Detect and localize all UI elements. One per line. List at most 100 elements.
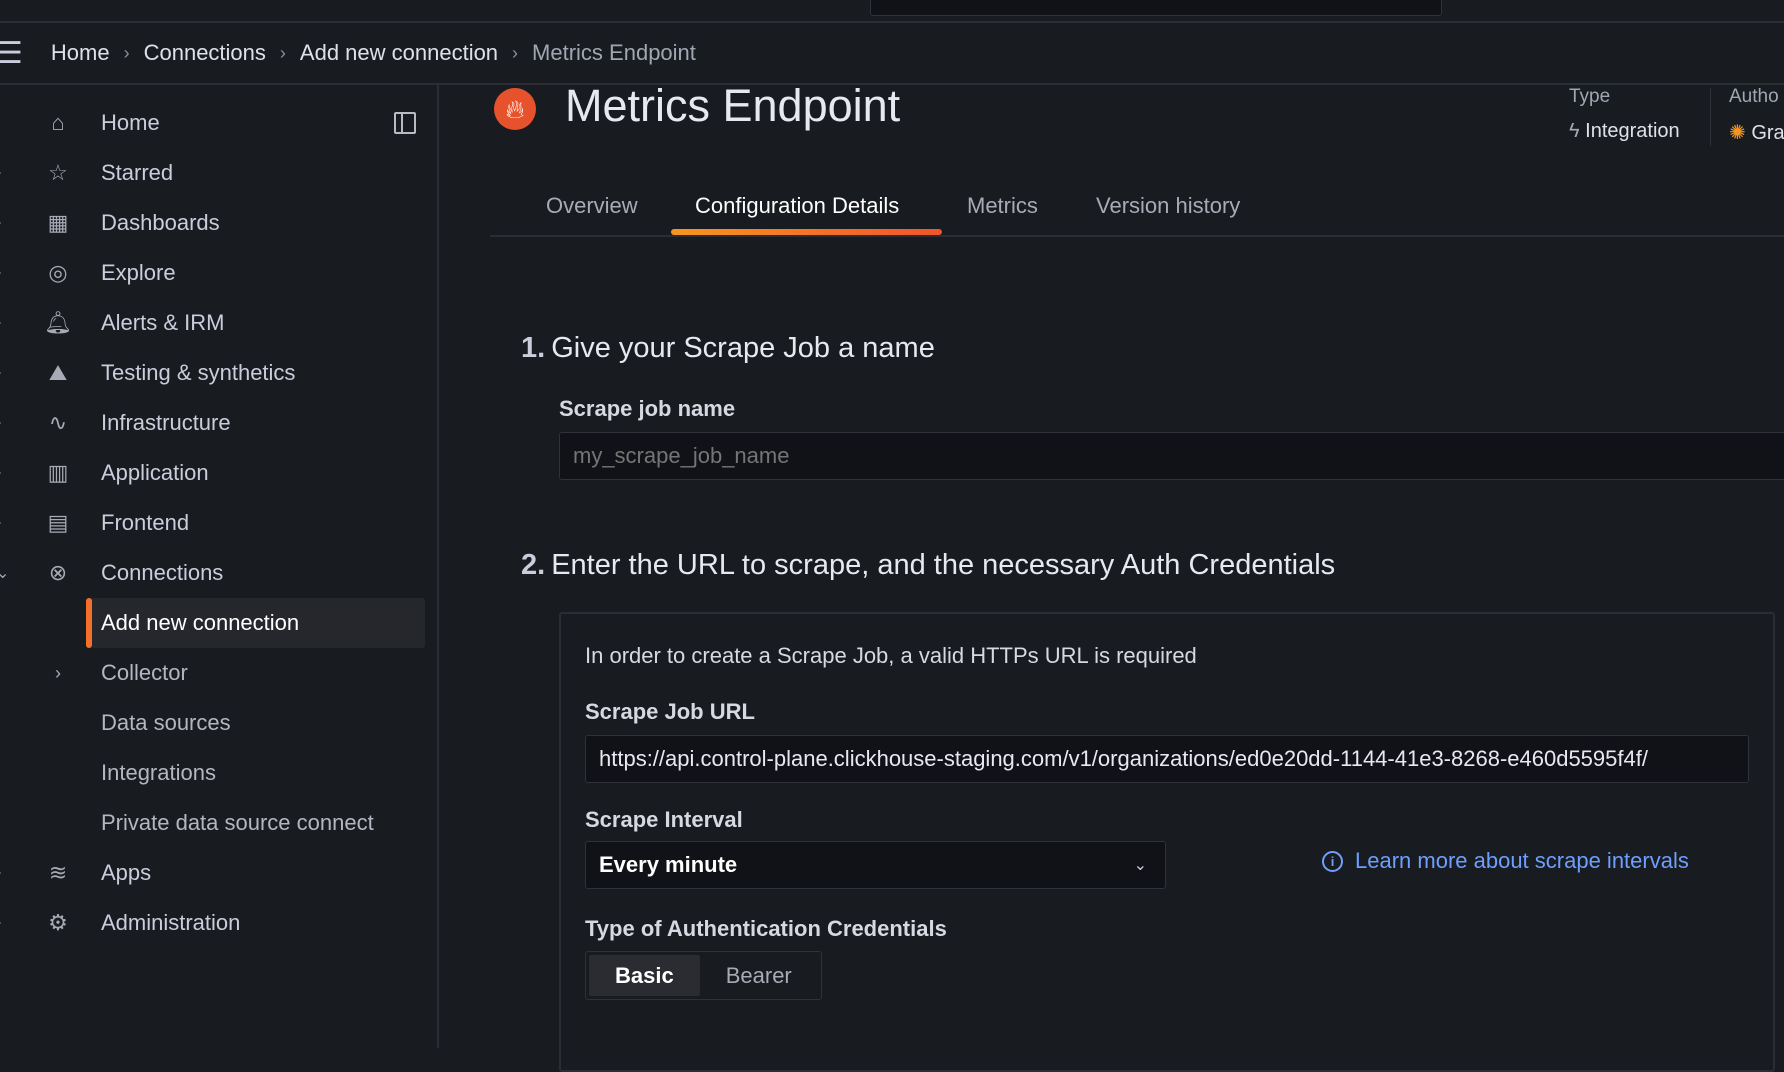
expand-chevron-icon[interactable]: › (0, 364, 1, 382)
expand-chevron-icon[interactable]: › (0, 464, 1, 482)
breadcrumb-home[interactable]: Home (50, 40, 110, 65)
sidebar-item-connections[interactable]: ⌄ ⊗ Connections (0, 548, 439, 598)
scrape-interval-select[interactable]: Every minute ⌄ (585, 841, 1166, 889)
sidebar-item-apps[interactable]: › ≋ Apps (0, 848, 439, 898)
sidebar-item-label: Private data source connect (101, 810, 374, 835)
sidebar-item-infrastructure[interactable]: › ∿ Infrastructure (0, 398, 439, 448)
info-icon: i (1322, 850, 1343, 872)
author-label: Autho (1729, 86, 1779, 107)
sidebar-item-collector[interactable]: › Collector (0, 648, 439, 698)
breadcrumb-connections[interactable]: Connections (143, 40, 266, 65)
sidebar-item-frontend[interactable]: › ▤ Frontend (0, 498, 439, 548)
auth-bearer-option[interactable]: Bearer (725, 962, 792, 988)
gear-icon: ⚙ (48, 910, 68, 935)
sidebar-item-add-new-connection[interactable]: Add new connection (86, 598, 425, 648)
sidebar-item-label: Infrastructure (101, 410, 231, 435)
tab-configuration-details[interactable]: Configuration Details (695, 193, 900, 218)
tab-bar: Overview Configuration Details Metrics V… (490, 185, 1784, 237)
author-value: ✺ Gra (1729, 120, 1784, 145)
sidebar-item-alerts-irm[interactable]: › 🔔︎ Alerts & IRM (0, 298, 439, 348)
chevron-right-icon[interactable]: › (55, 662, 61, 683)
sidebar-item-starred[interactable]: › ☆ Starred (0, 148, 439, 198)
sidebar-item-data-sources[interactable]: Data sources (0, 698, 439, 748)
step1-heading: 1. Give your Scrape Job a name (521, 332, 935, 365)
expand-chevron-icon[interactable]: › (0, 264, 1, 282)
sidebar: ⌂ Home › ☆ Starred › ▦ Dashboards › ◎ Explore › 🔔︎ Al… (0, 85, 439, 1048)
expand-chevron-icon[interactable]: › (0, 514, 1, 532)
breadcrumb-add-new-connection[interactable]: Add new connection (299, 40, 499, 65)
type-value: ϟ Integration (1569, 120, 1680, 143)
sidebar-item-label: Frontend (101, 510, 190, 535)
expand-chevron-icon[interactable]: › (0, 314, 1, 332)
breadcrumb-bar: ☰ Home › Connections › Add new connection ›… (0, 23, 1784, 85)
sidebar-item-dashboards[interactable]: › ▦ Dashboards (0, 198, 439, 248)
url-info-text: In order to create a Scrape Job, a valid… (585, 643, 1197, 668)
sidebar-item-label: Explore (101, 260, 176, 285)
scrape-job-name-input[interactable] (559, 432, 1784, 480)
scrape-interval-value: Every minute (599, 852, 738, 877)
chevron-right-icon: › (123, 42, 130, 63)
expand-chevron-icon[interactable]: › (0, 864, 1, 882)
layers-icon: ≋ (48, 860, 68, 885)
step2-number: 2. (521, 549, 546, 581)
sidebar-item-private-data-source-connect[interactable]: Private data source connect (0, 798, 439, 848)
sidebar-item-label: Testing & synthetics (101, 360, 296, 385)
heartbeat-icon: ∿ (48, 410, 68, 435)
sidebar-item-application[interactable]: › ▥ Application (0, 448, 439, 498)
prometheus-logo-icon: 🔥︎ (494, 88, 536, 130)
dashboards-icon: ▦ (47, 210, 69, 235)
sidebar-item-home[interactable]: ⌂ Home (0, 98, 439, 148)
sidebar-item-label: Application (101, 460, 209, 485)
menu-icon[interactable]: ☰ (0, 36, 23, 70)
page-title: Metrics Endpoint (565, 80, 901, 131)
tab-overview[interactable]: Overview (546, 193, 638, 218)
tab-version-history[interactable]: Version history (1096, 193, 1241, 218)
breadcrumb-current: Metrics Endpoint (532, 40, 696, 65)
active-tab-indicator (671, 229, 942, 235)
expand-chevron-icon[interactable]: › (0, 414, 1, 432)
type-value-text: Integration (1585, 120, 1680, 142)
expand-chevron-icon[interactable]: › (0, 214, 1, 232)
sidebar-item-label: Apps (101, 860, 152, 885)
expand-chevron-icon[interactable]: › (0, 164, 1, 182)
step2-heading: 2. Enter the URL to scrape, and the neces… (521, 549, 1335, 582)
sidebar-item-label: Data sources (101, 710, 231, 735)
expand-chevron-icon[interactable]: ⌄ (0, 565, 10, 582)
scrape-job-url-label: Scrape Job URL (585, 699, 755, 724)
auth-type-selector: Basic Bearer (585, 951, 822, 1000)
star-icon: ☆ (48, 160, 68, 185)
connections-icon: ⊗ (48, 560, 68, 585)
chevron-down-icon: ⌄ (1133, 857, 1147, 874)
grafana-logo-icon: ✺ (1729, 122, 1752, 144)
type-label: Type (1569, 86, 1611, 107)
sidebar-item-label: Home (101, 110, 160, 135)
dock-menu-icon[interactable] (394, 112, 416, 134)
step2-title: Enter the URL to scrape, and the necessa… (551, 549, 1336, 581)
learn-more-link[interactable]: i Learn more about scrape intervals (1322, 848, 1689, 874)
tab-metrics[interactable]: Metrics (967, 193, 1038, 218)
sidebar-item-label: Integrations (101, 760, 216, 785)
auth-basic-option[interactable]: Basic (589, 955, 700, 996)
bell-icon: 🔔︎ (44, 310, 72, 335)
chevron-right-icon: › (279, 42, 286, 63)
sidebar-item-label: Dashboards (101, 210, 220, 235)
author-value-text: Gra (1751, 122, 1784, 144)
divider (1710, 88, 1711, 146)
step1-title: Give your Scrape Job a name (551, 332, 935, 364)
learn-more-text: Learn more about scrape intervals (1355, 848, 1689, 873)
sidebar-item-label: Alerts & IRM (101, 310, 225, 335)
expand-chevron-icon[interactable]: › (0, 914, 1, 932)
scrape-job-url-input[interactable]: https://api.control-plane.clickhouse-sta… (585, 735, 1749, 783)
sidebar-item-testing-synthetics[interactable]: › ⛰︎ Testing & synthetics (0, 348, 439, 398)
sidebar-item-integrations[interactable]: Integrations (0, 748, 439, 798)
compass-icon: ◎ (48, 260, 68, 285)
home-icon: ⌂ (51, 110, 65, 135)
sidebar-item-explore[interactable]: › ◎ Explore (0, 248, 439, 298)
chevron-right-icon: › (512, 42, 519, 63)
search-input[interactable] (870, 0, 1442, 16)
synthetics-icon: ⛰︎ (48, 360, 68, 385)
sidebar-item-label: Collector (101, 660, 188, 685)
lightning-icon: ϟ (1569, 120, 1586, 142)
sidebar-item-administration[interactable]: › ⚙ Administration (0, 898, 439, 948)
sidebar-item-label: Starred (101, 160, 174, 185)
